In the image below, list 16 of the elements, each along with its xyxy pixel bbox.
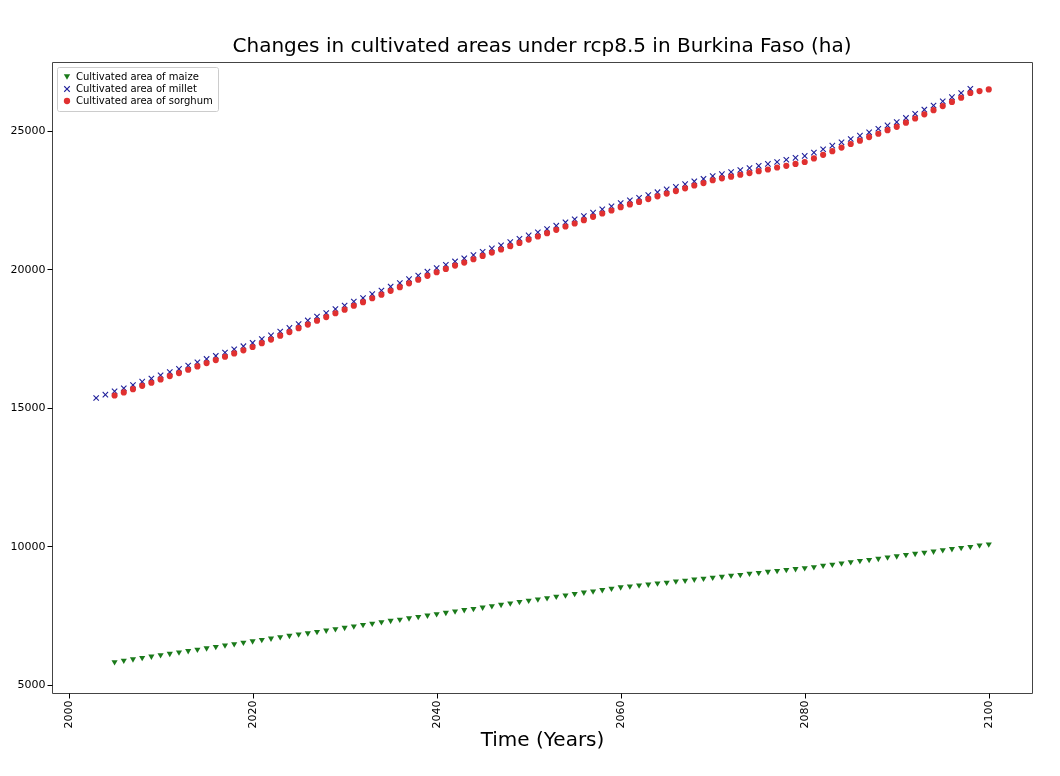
legend-label: Cultivated area of sorghum — [76, 95, 213, 106]
y-tick-label: 5000 — [17, 678, 46, 692]
x-tick-label: 2060 — [614, 700, 628, 729]
x-tick-label: 2080 — [798, 700, 812, 729]
chart-title: Changes in cultivated areas under rcp8.5 in Burkina Faso (ha) — [232, 33, 852, 57]
legend-label: Cultivated area of millet — [76, 83, 197, 94]
x-tick-label: 2040 — [430, 700, 444, 729]
y-tick-label: 25000 — [10, 124, 46, 138]
y-tick-label: 15000 — [10, 401, 46, 415]
x-tick-label: 2020 — [246, 700, 260, 729]
y-tick-label: 20000 — [10, 262, 46, 276]
x-tick-label: 2000 — [62, 700, 76, 729]
x-tick-label: 2100 — [982, 700, 996, 729]
y-tick-label: 10000 — [10, 539, 46, 553]
x-axis-title: Time (Years) — [479, 727, 605, 752]
legend-label: Cultivated area of maize — [76, 71, 199, 82]
